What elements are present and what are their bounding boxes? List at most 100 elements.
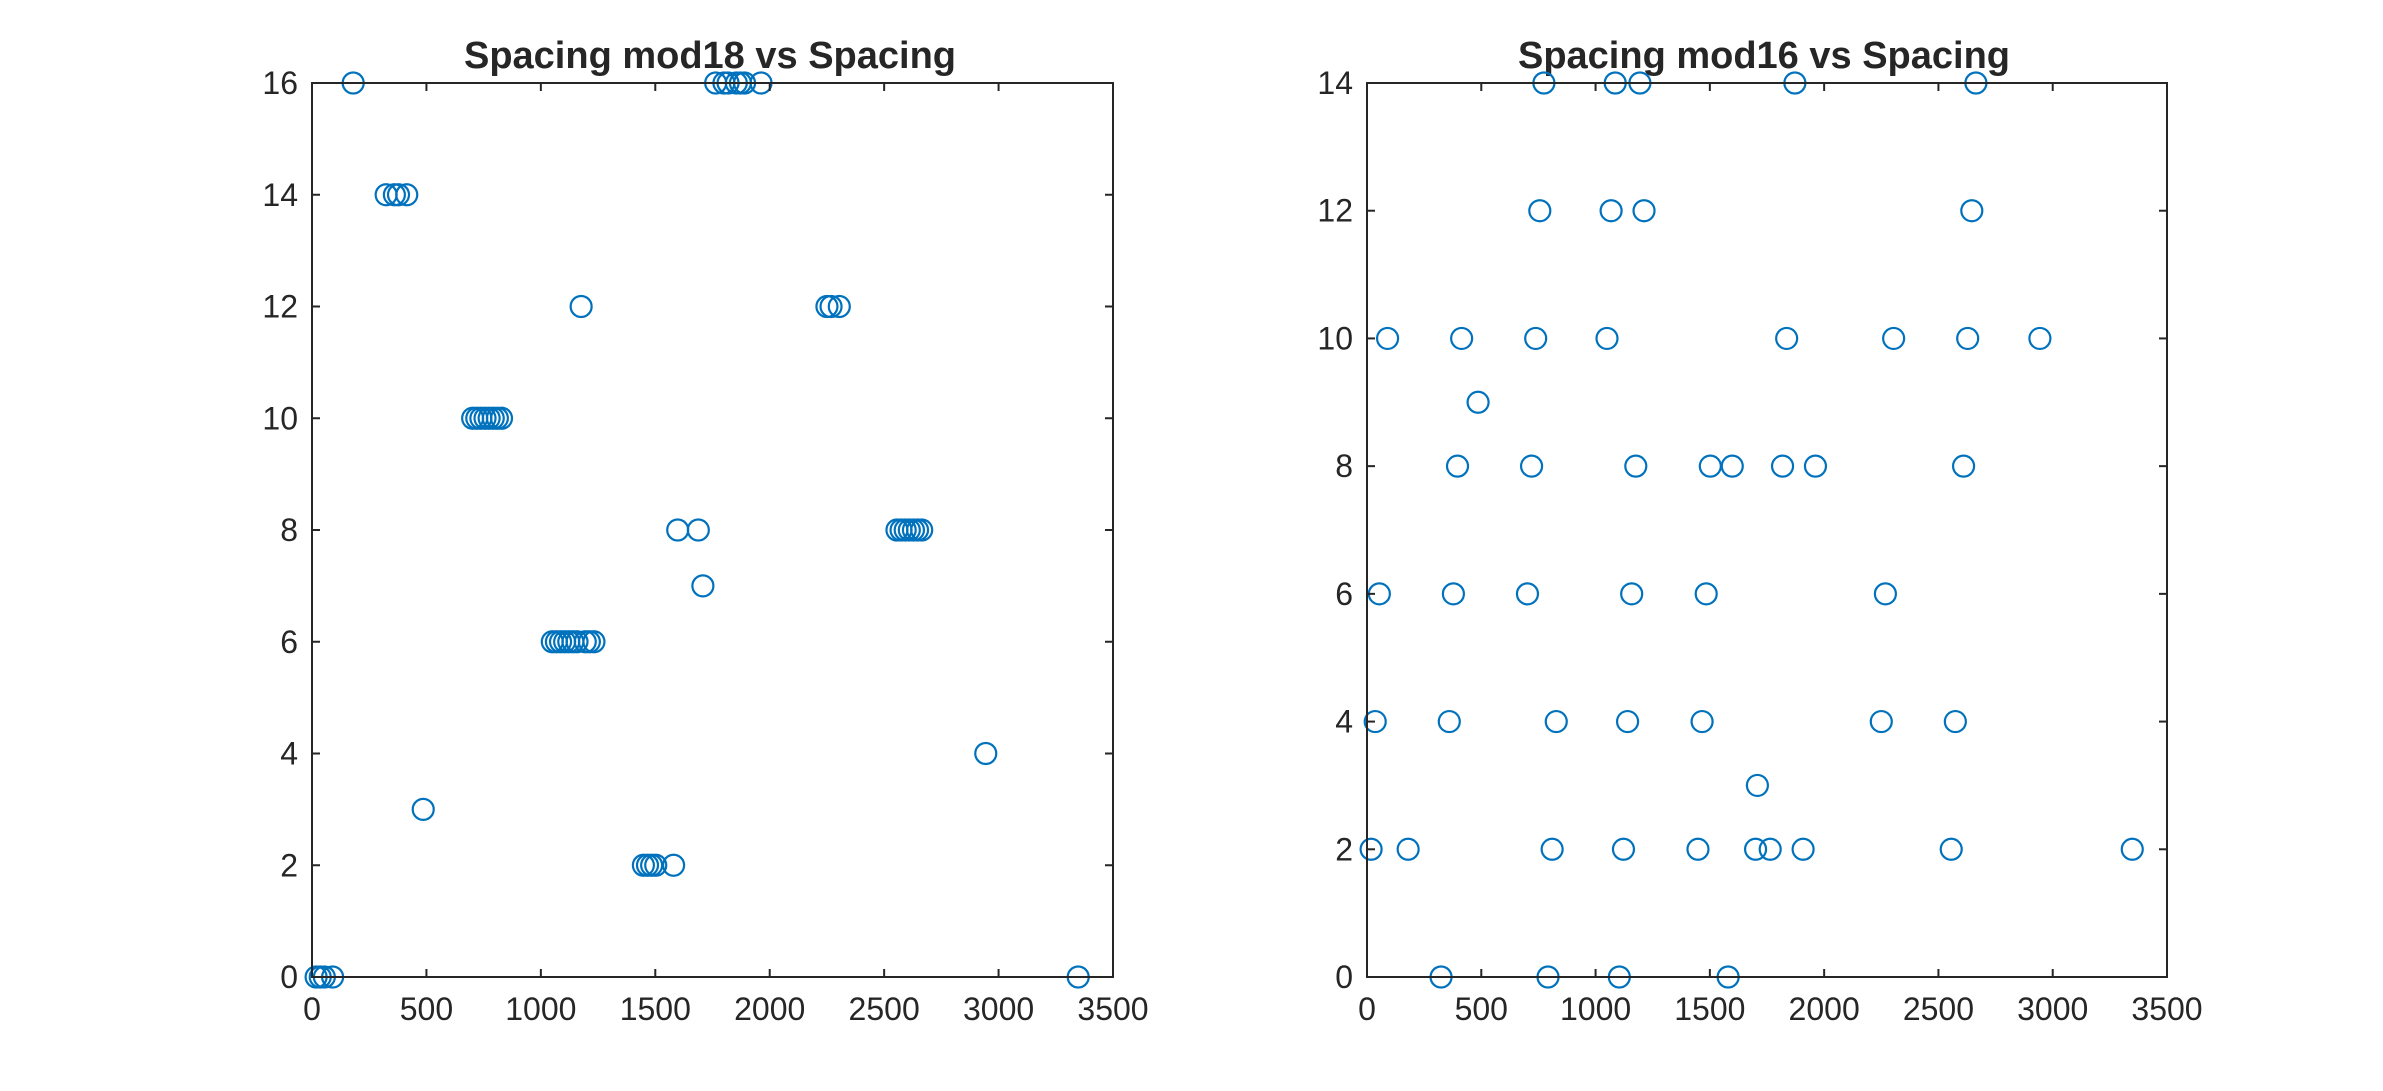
- data-point: [1363, 709, 1387, 734]
- x-tick-label: 2500: [1903, 991, 1974, 1027]
- data-point: [1595, 326, 1619, 351]
- data-point: [1620, 582, 1644, 606]
- xticks-mod16: 0 500 1000 1500 2000 2500 3000 3500: [1358, 83, 2203, 1027]
- data-point: [1450, 326, 1474, 351]
- data-point: [1882, 326, 1906, 351]
- y-tick-label: 12: [262, 289, 298, 325]
- data-point: [1939, 837, 1963, 861]
- xticks-mod18: 0 500 1000 1500 2000 2500 3000 3500: [303, 83, 1149, 1027]
- data-point: [974, 741, 998, 766]
- data-point: [644, 853, 668, 877]
- x-tick-label: 1500: [620, 991, 691, 1027]
- data-point: [2120, 837, 2144, 861]
- y-tick-label: 0: [280, 959, 298, 995]
- data-point: [1396, 837, 1420, 861]
- data-point: [1698, 454, 1722, 478]
- data-point: [1873, 582, 1898, 606]
- data-point: [489, 406, 514, 430]
- data-point: [582, 630, 606, 654]
- x-tick-label: 1000: [505, 991, 576, 1027]
- data-point: [386, 183, 411, 207]
- data-point: [1599, 199, 1623, 223]
- y-tick-label: 16: [262, 65, 298, 101]
- y-tick-label: 8: [280, 512, 298, 548]
- data-point: [1515, 582, 1540, 606]
- data-point: [1359, 837, 1383, 861]
- data-point: [1869, 709, 1893, 734]
- x-tick-label: 3500: [1077, 991, 1148, 1027]
- y-tick-label: 6: [280, 624, 298, 660]
- data-point: [569, 294, 593, 319]
- data-point: [395, 183, 419, 207]
- axes-box-mod18: [311, 82, 1114, 978]
- data-point: [910, 518, 934, 542]
- data-point: [1956, 326, 1980, 351]
- x-tick-label: 3500: [2131, 991, 2202, 1027]
- x-tick-label: 1000: [1560, 991, 1631, 1027]
- data-point: [1803, 454, 1828, 478]
- axes-box-mod16: [1366, 82, 2168, 978]
- yticks-mod18: 0 2 4 6 8 10 12 14 16: [262, 65, 1113, 995]
- data-point: [1720, 454, 1744, 478]
- data-point: [565, 630, 589, 654]
- data-point: [1624, 454, 1648, 478]
- x-tick-label: 500: [1455, 991, 1508, 1027]
- data-point: [411, 797, 435, 821]
- data-point: [1951, 454, 1976, 478]
- y-tick-label: 10: [262, 400, 298, 436]
- y-tick-label: 14: [262, 177, 298, 213]
- y-tick-label: 12: [1317, 193, 1353, 229]
- x-tick-label: 3000: [963, 991, 1034, 1027]
- data-point: [827, 294, 851, 319]
- data-point: [1524, 326, 1548, 351]
- x-tick-label: 2000: [734, 991, 805, 1027]
- data-point: [1690, 709, 1714, 734]
- y-tick-label: 6: [1335, 576, 1353, 612]
- data-point: [1615, 709, 1640, 734]
- y-tick-label: 4: [1335, 704, 1353, 740]
- data-point: [1375, 326, 1400, 351]
- data-point: [1791, 837, 1815, 861]
- data-point: [1943, 709, 1967, 734]
- y-tick-label: 14: [1317, 65, 1353, 101]
- y-tick-label: 0: [1335, 959, 1353, 995]
- y-tick-label: 2: [1335, 831, 1353, 867]
- data-point: [691, 574, 715, 598]
- data-point: [1519, 454, 1544, 478]
- data-point: [1745, 773, 1770, 798]
- y-tick-label: 8: [1335, 448, 1353, 484]
- data-point: [2028, 326, 2052, 351]
- data-point: [1743, 837, 1768, 861]
- data-point: [1611, 837, 1636, 861]
- y-tick-label: 2: [280, 847, 298, 883]
- data-point: [1694, 582, 1718, 606]
- data-point: [1770, 454, 1795, 478]
- data-point: [1466, 390, 1490, 414]
- x-tick-label: 500: [400, 991, 453, 1027]
- data-point: [1437, 709, 1461, 734]
- marks-mod18: [304, 71, 1090, 989]
- data-point: [1775, 326, 1799, 351]
- data-point: [1686, 837, 1710, 861]
- x-tick-label: 2000: [1789, 991, 1860, 1027]
- data-point: [1758, 837, 1782, 861]
- data-point: [666, 518, 690, 542]
- chart-title-mod16: Spacing mod16 vs Spacing: [1518, 35, 2010, 77]
- x-tick-label: 0: [303, 991, 321, 1027]
- data-point: [686, 518, 710, 542]
- scatter-panel-mod16: Spacing mod16 vs Spacing 0 500 1000 1500 200…: [1317, 35, 2202, 1027]
- chart-title-mod18: Spacing mod18 vs Spacing: [464, 35, 956, 77]
- data-point: [1540, 837, 1564, 861]
- y-tick-label: 10: [1317, 320, 1353, 356]
- y-tick-label: 4: [280, 736, 298, 772]
- x-tick-label: 1500: [1674, 991, 1745, 1027]
- data-point: [1632, 199, 1656, 223]
- data-point: [1445, 454, 1470, 478]
- x-tick-label: 3000: [2017, 991, 2088, 1027]
- data-point: [819, 294, 843, 319]
- data-point: [1960, 199, 1984, 223]
- x-tick-label: 0: [1358, 991, 1376, 1027]
- data-point: [1441, 582, 1466, 606]
- scatter-panel-mod18: Spacing mod18 vs Spacing 0 500 1000 1500 200…: [262, 35, 1148, 1027]
